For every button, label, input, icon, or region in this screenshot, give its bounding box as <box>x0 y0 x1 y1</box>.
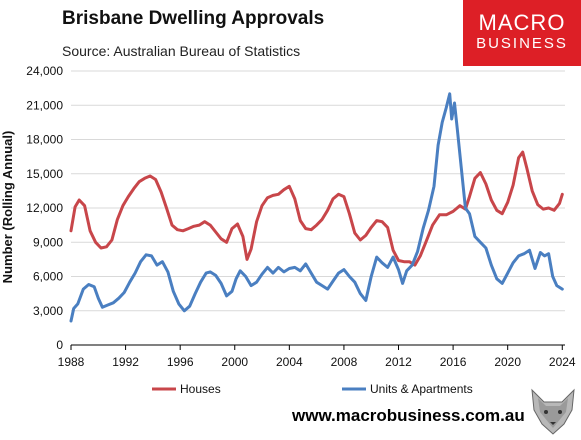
website-url: www.macrobusiness.com.au <box>292 406 525 425</box>
x-tick-label: 2012 <box>385 355 412 369</box>
x-tick-label: 2008 <box>331 355 358 369</box>
series-line-houses <box>69 150 564 267</box>
y-tick-label: 9,000 <box>33 235 63 249</box>
x-tick-label: 2016 <box>440 355 467 369</box>
y-tick-label: 12,000 <box>26 201 63 215</box>
y-axis-label: Number (Rolling Annual) <box>0 131 15 284</box>
x-tick-label: 1996 <box>167 355 194 369</box>
y-tick-label: 0 <box>56 338 63 352</box>
logo-line-2: BUSINESS <box>476 35 568 52</box>
wolf-logo-icon <box>531 388 575 435</box>
macrobusiness-logo: MACRO BUSINESS <box>463 0 581 66</box>
x-tick-label: 2004 <box>276 355 303 369</box>
x-axis-ticks: 1988 1992 1996 2000 2004 2008 2012 2016 2020 2024 <box>58 345 576 369</box>
gridlines <box>71 70 565 346</box>
legend: Houses Units & Apartments <box>152 382 473 396</box>
y-tick-label: 24,000 <box>26 64 63 78</box>
chart-title: Brisbane Dwelling Approvals <box>62 8 325 29</box>
y-tick-label: 21,000 <box>26 98 63 112</box>
logo-line-1: MACRO <box>478 10 566 35</box>
x-tick-label: 1988 <box>58 355 85 369</box>
y-tick-label: 3,000 <box>33 304 63 318</box>
x-tick-label: 2000 <box>221 355 248 369</box>
x-tick-label: 1992 <box>112 355 139 369</box>
series-line-units-apartments <box>69 92 564 323</box>
y-axis-ticks: 0 3,000 6,000 9,000 12,000 15,000 18,000 21,000… <box>26 64 63 352</box>
y-tick-label: 15,000 <box>26 167 63 181</box>
legend-label: Houses <box>180 382 221 396</box>
x-tick-label: 2020 <box>494 355 521 369</box>
legend-label: Units & Apartments <box>370 382 473 396</box>
chart-source: Source: Australian Bureau of Statistics <box>62 43 301 59</box>
series-lines <box>69 92 564 323</box>
y-tick-label: 6,000 <box>33 270 63 284</box>
y-tick-label: 18,000 <box>26 133 63 147</box>
x-tick-label: 2024 <box>549 355 576 369</box>
